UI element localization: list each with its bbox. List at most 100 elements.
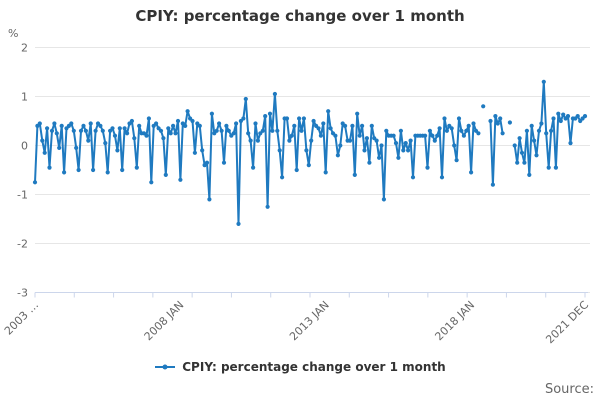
data-point[interactable] [226, 128, 231, 133]
data-point[interactable] [265, 204, 270, 209]
data-point[interactable] [301, 116, 306, 121]
data-point[interactable] [207, 197, 212, 202]
data-point[interactable] [280, 175, 285, 180]
data-point[interactable] [326, 109, 331, 114]
data-point[interactable] [565, 114, 571, 119]
data-point[interactable] [539, 121, 544, 126]
data-point[interactable] [430, 133, 435, 138]
data-point[interactable] [86, 138, 91, 143]
data-point[interactable] [154, 121, 159, 126]
data-point[interactable] [105, 170, 110, 175]
data-point[interactable] [464, 128, 469, 133]
data-point[interactable] [134, 165, 139, 170]
data-point[interactable] [40, 138, 45, 143]
data-point[interactable] [294, 167, 299, 173]
data-point[interactable] [103, 141, 108, 146]
data-point[interactable] [158, 128, 164, 133]
data-point[interactable] [185, 109, 190, 114]
data-point[interactable] [183, 123, 188, 128]
data-point[interactable] [452, 143, 457, 148]
data-point[interactable] [369, 123, 374, 128]
data-point[interactable] [507, 120, 512, 125]
data-point[interactable] [54, 131, 59, 136]
data-point[interactable] [125, 131, 130, 136]
data-point[interactable] [117, 126, 122, 131]
data-point[interactable] [488, 118, 493, 124]
data-point[interactable] [466, 123, 471, 128]
data-point[interactable] [292, 123, 297, 128]
data-point[interactable] [517, 136, 522, 141]
data-point[interactable] [500, 131, 505, 136]
data-point[interactable] [469, 170, 474, 175]
data-point[interactable] [253, 121, 258, 126]
data-point[interactable] [98, 123, 103, 128]
data-point[interactable] [59, 123, 64, 128]
data-point[interactable] [214, 128, 219, 133]
data-point[interactable] [335, 153, 340, 158]
data-point[interactable] [384, 128, 389, 133]
data-point[interactable] [224, 123, 229, 128]
data-point[interactable] [321, 121, 326, 126]
data-point[interactable] [297, 116, 302, 121]
data-point[interactable] [561, 112, 566, 117]
data-point[interactable] [129, 118, 134, 124]
data-point[interactable] [532, 138, 537, 143]
data-point[interactable] [546, 165, 551, 170]
data-point[interactable] [161, 136, 166, 141]
data-point[interactable] [490, 182, 495, 187]
data-point[interactable] [355, 111, 360, 116]
data-point[interactable] [76, 167, 81, 173]
data-point[interactable] [379, 143, 384, 148]
data-point[interactable] [304, 148, 309, 153]
data-point[interactable] [112, 133, 118, 138]
data-point[interactable] [437, 126, 442, 131]
data-point[interactable] [393, 141, 399, 146]
data-point[interactable] [442, 116, 447, 121]
data-point[interactable] [115, 148, 120, 153]
data-point[interactable] [481, 104, 486, 109]
data-point[interactable] [556, 111, 561, 116]
data-point[interactable] [309, 138, 314, 143]
data-point[interactable] [398, 128, 403, 133]
data-point[interactable] [275, 128, 280, 133]
data-point[interactable] [425, 165, 430, 170]
data-point[interactable] [456, 116, 462, 121]
data-point[interactable] [377, 155, 382, 160]
data-point[interactable] [410, 175, 416, 180]
data-point[interactable] [49, 128, 55, 133]
data-point[interactable] [91, 167, 96, 173]
data-point[interactable] [299, 128, 304, 133]
data-point[interactable] [144, 133, 149, 138]
data-point[interactable] [122, 126, 127, 131]
data-point[interactable] [391, 133, 396, 138]
data-point[interactable] [318, 133, 323, 138]
data-point[interactable] [287, 138, 292, 143]
data-point[interactable] [236, 221, 241, 226]
data-point[interactable] [338, 143, 343, 148]
data-point[interactable] [568, 141, 573, 146]
data-point[interactable] [100, 128, 105, 133]
data-point[interactable] [81, 123, 86, 128]
legend-item[interactable]: CPIY: percentage change over 1 month [154, 360, 446, 374]
data-point[interactable] [190, 118, 195, 124]
data-point[interactable] [243, 96, 248, 102]
data-point[interactable] [534, 153, 539, 158]
data-point[interactable] [316, 126, 321, 131]
data-point[interactable] [246, 131, 251, 136]
data-point[interactable] [459, 128, 464, 133]
data-point[interactable] [553, 165, 559, 170]
data-point[interactable] [192, 150, 197, 155]
data-point[interactable] [374, 138, 379, 143]
data-point[interactable] [52, 121, 57, 126]
data-point[interactable] [401, 148, 406, 153]
data-point[interactable] [527, 172, 532, 177]
data-point[interactable] [251, 165, 256, 170]
data-point[interactable] [333, 133, 338, 138]
data-point[interactable] [272, 91, 277, 97]
data-point[interactable] [350, 123, 355, 128]
data-point[interactable] [306, 163, 311, 168]
data-point[interactable] [166, 126, 171, 131]
data-point[interactable] [209, 111, 214, 116]
data-point[interactable] [311, 118, 316, 124]
data-point[interactable] [260, 128, 265, 133]
